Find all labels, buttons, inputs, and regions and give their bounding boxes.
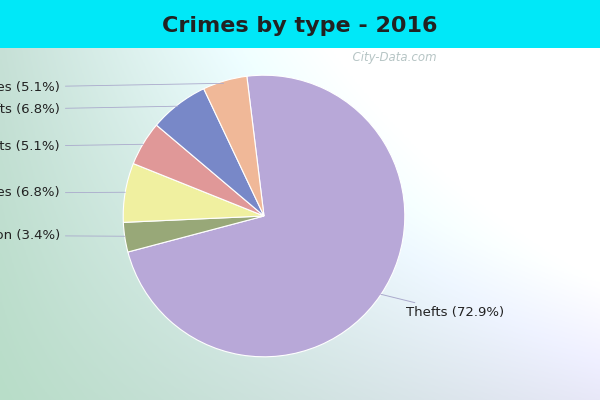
Text: City-Data.com: City-Data.com: [345, 50, 436, 64]
Text: Rapes (6.8%): Rapes (6.8%): [0, 186, 125, 200]
Wedge shape: [204, 76, 264, 216]
Text: Arson (3.4%): Arson (3.4%): [0, 229, 125, 242]
Wedge shape: [128, 75, 405, 357]
Wedge shape: [157, 89, 264, 216]
Text: Assaults (5.1%): Assaults (5.1%): [0, 140, 143, 153]
Text: Auto thefts (6.8%): Auto thefts (6.8%): [0, 103, 178, 116]
Wedge shape: [133, 125, 264, 216]
Text: Thefts (72.9%): Thefts (72.9%): [381, 294, 504, 319]
Text: Burglaries (5.1%): Burglaries (5.1%): [0, 81, 224, 94]
Wedge shape: [124, 216, 264, 252]
Wedge shape: [123, 164, 264, 222]
Text: Crimes by type - 2016: Crimes by type - 2016: [162, 16, 438, 36]
